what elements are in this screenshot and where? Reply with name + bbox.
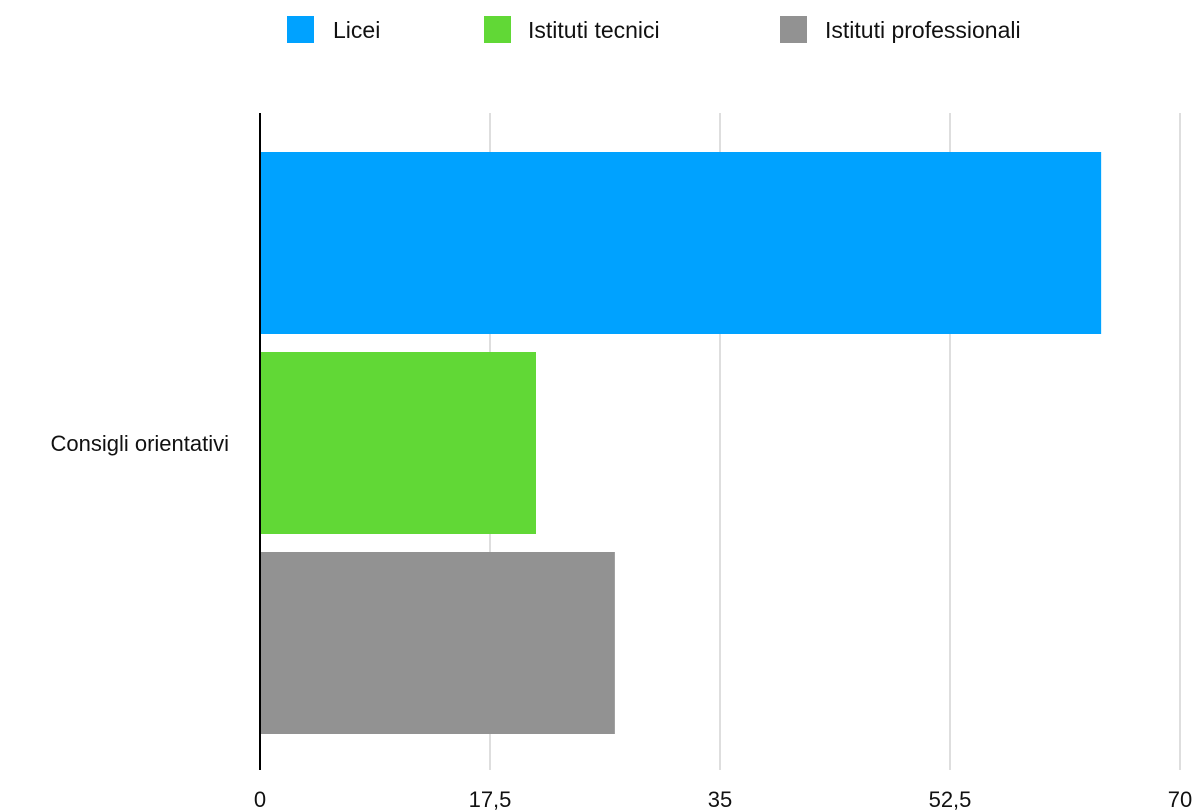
- legend-swatch: [484, 16, 511, 43]
- legend-label: Istituti tecnici: [528, 17, 660, 43]
- legend-item: Istituti professionali: [780, 16, 1021, 43]
- x-tick-label: 0: [254, 787, 266, 812]
- legend-swatch: [780, 16, 807, 43]
- x-tick-label: 70: [1168, 787, 1192, 812]
- x-tick-label: 17,5: [469, 787, 512, 812]
- legend-label: Licei: [333, 17, 380, 43]
- x-axis-ticks: 0 17,5 35 52,5 70: [254, 787, 1192, 812]
- x-tick-label: 35: [708, 787, 732, 812]
- legend-swatch: [287, 16, 314, 43]
- bar-licei: [260, 152, 1102, 334]
- legend-item: Licei: [287, 16, 380, 43]
- legend-label: Istituti professionali: [825, 17, 1021, 43]
- category-label: Consigli orientativi: [50, 431, 229, 456]
- category-labels: Consigli orientativi: [50, 431, 229, 456]
- bars: [260, 152, 1102, 734]
- legend-item: Istituti tecnici: [484, 16, 660, 43]
- bar-istituti-professionali: [260, 552, 615, 734]
- bar-istituti-tecnici: [260, 352, 536, 534]
- x-tick-label: 52,5: [929, 787, 972, 812]
- legend: Licei Istituti tecnici Istituti profession…: [287, 16, 1021, 43]
